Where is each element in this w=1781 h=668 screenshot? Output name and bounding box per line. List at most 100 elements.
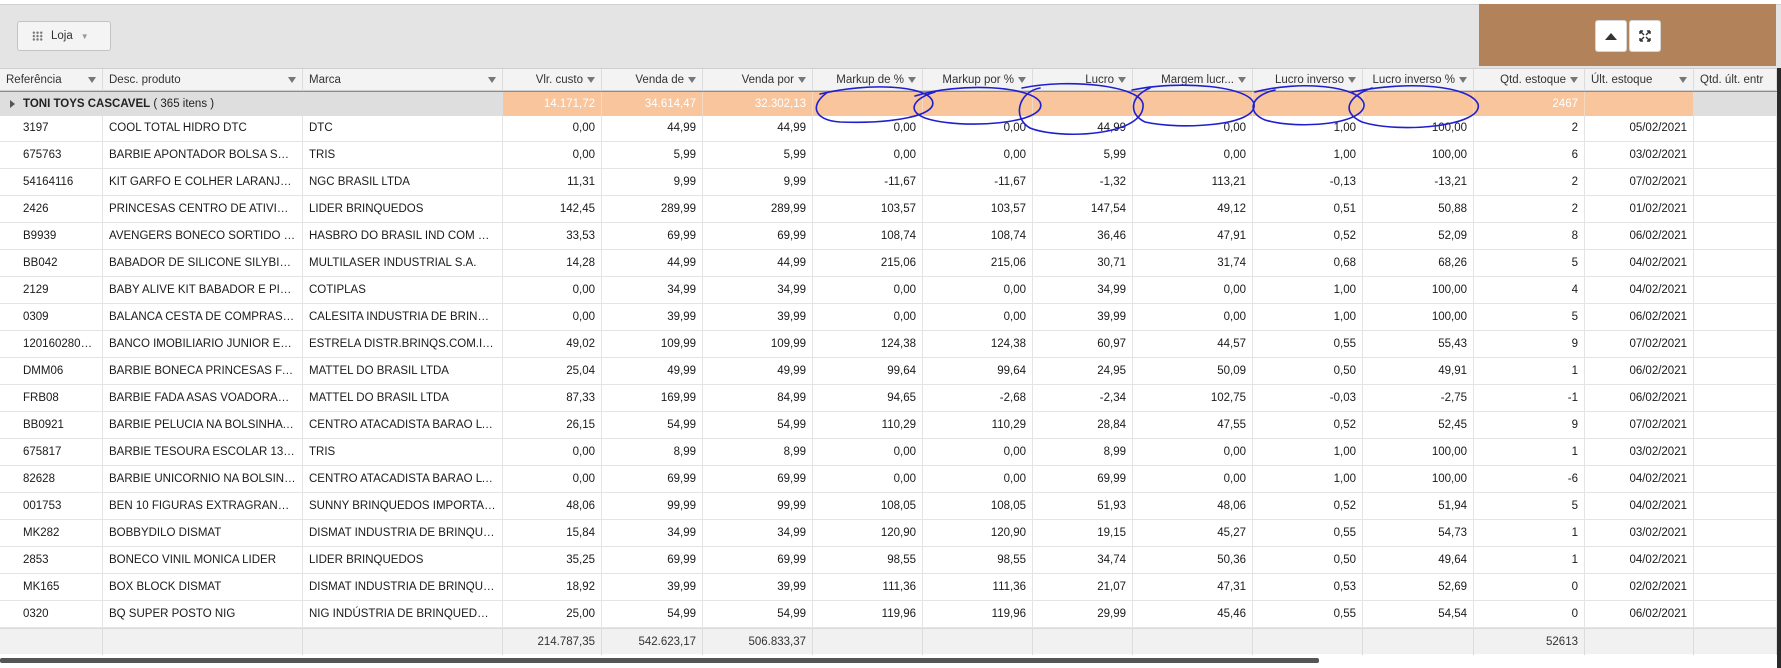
cell-desc: PRINCESAS CENTRO DE ATIVIDAD...	[103, 196, 303, 222]
column-header-ult[interactable]: Últ. estoque	[1585, 69, 1694, 91]
filter-icon[interactable]	[1459, 77, 1467, 83]
cell-ult: 01/02/2021	[1585, 196, 1694, 222]
cell-lucro: 30,71	[1033, 250, 1133, 276]
cell-lucro-inv-pct: 100,00	[1363, 115, 1474, 141]
table-row[interactable]: MK165 BOX BLOCK DISMAT DISMAT INDUSTRIA DE…	[0, 574, 1777, 601]
cell-lucro-inv-pct: -13,21	[1363, 169, 1474, 195]
expand-arrow-icon[interactable]	[10, 99, 15, 108]
table-row[interactable]: 1201602800... BANCO IMOBILIARIO JUNIOR ES…	[0, 331, 1777, 358]
table-row[interactable]: 675817 BARBIE TESOURA ESCOLAR 135 M... TRI…	[0, 439, 1777, 466]
cell-venda-por: 8,99	[703, 439, 813, 465]
table-row[interactable]: 675763 BARBIE APONTADOR BOLSA SUM... TRIS 0…	[0, 142, 1777, 169]
cell-qtd-ult	[1694, 115, 1777, 141]
table-row[interactable]: 2426 PRINCESAS CENTRO DE ATIVIDAD... LIDER…	[0, 196, 1777, 223]
column-header-qtd[interactable]: Qtd. estoque	[1474, 69, 1585, 91]
filter-icon[interactable]	[1238, 77, 1246, 83]
cell-desc: BARBIE APONTADOR BOLSA SUM...	[103, 142, 303, 168]
filter-icon[interactable]	[1679, 77, 1687, 83]
total-margem	[1133, 629, 1253, 655]
filter-icon[interactable]	[88, 77, 96, 83]
filter-icon[interactable]	[1348, 77, 1356, 83]
column-header-lucro-inv-pct[interactable]: Lucro inverso %	[1363, 69, 1474, 91]
table-row[interactable]: BB0921 BARBIE PELUCIA NA BOLSINHA BA... CE…	[0, 412, 1777, 439]
column-header-lucro-inv[interactable]: Lucro inverso	[1253, 69, 1363, 91]
filter-icon[interactable]	[798, 77, 806, 83]
cell-qtd: 9	[1474, 412, 1585, 438]
cell-desc: BARBIE TESOURA ESCOLAR 135 M...	[103, 439, 303, 465]
table-row[interactable]: 0309 BALANCA CESTA DE COMPRAS CA... CALESI…	[0, 304, 1777, 331]
filter-icon[interactable]	[1018, 77, 1026, 83]
cell-lucro-inv: -0,13	[1253, 169, 1363, 195]
cell-lucro: 5,99	[1033, 142, 1133, 168]
cell-ult: 06/02/2021	[1585, 358, 1694, 384]
cell-venda-por: 69,99	[703, 547, 813, 573]
cell-vlr-custo: 0,00	[503, 142, 602, 168]
cell-ref: 0320	[0, 601, 103, 627]
filter-icon[interactable]	[488, 77, 496, 83]
table-row[interactable]: B9939 AVENGERS BONECO SORTIDO HAS... HASBR…	[0, 223, 1777, 250]
table-row[interactable]: BB042 BABADOR DE SILICONE SILYBIB LE... MU…	[0, 250, 1777, 277]
cell-qtd: 6	[1474, 142, 1585, 168]
table-row[interactable]: 0320 BQ SUPER POSTO NIG NIG INDÚSTRIA DE B…	[0, 601, 1777, 628]
cell-lucro: 19,15	[1033, 520, 1133, 546]
table-row[interactable]: DMM06 BARBIE BONECA PRINCESAS FANT... MATT…	[0, 358, 1777, 385]
column-header-lucro[interactable]: Lucro	[1033, 69, 1133, 91]
filter-icon[interactable]	[688, 77, 696, 83]
column-header-label: Vlr. custo	[535, 74, 583, 86]
cell-venda-por: 44,99	[703, 115, 813, 141]
cell-qtd-ult	[1694, 601, 1777, 627]
table-row[interactable]: 2853 BONECO VINIL MONICA LIDER LIDER BRINQ…	[0, 547, 1777, 574]
cell-margem: 0,00	[1133, 304, 1253, 330]
filter-icon[interactable]	[1118, 77, 1126, 83]
cell-qtd-ult	[1694, 277, 1777, 303]
table-row[interactable]: MK282 BOBBYDILO DISMAT DISMAT INDUSTRIA DE…	[0, 520, 1777, 547]
totals-row: 214.787,35 542.623,17 506.833,37 52613	[0, 628, 1777, 655]
cell-venda-de: 8,99	[602, 439, 703, 465]
column-header-ref[interactable]: Referência	[0, 69, 103, 91]
group-row-toni-toys[interactable]: TONI TOYS CASCAVEL ( 365 itens ) 14.171,…	[0, 91, 1777, 116]
column-header-vlr-custo[interactable]: Vlr. custo	[503, 69, 602, 91]
cell-vlr-custo: 0,00	[503, 466, 602, 492]
cell-markup-de: 108,05	[813, 493, 923, 519]
table-row[interactable]: 2129 BABY ALIVE KIT BABADOR E PINIC... COT…	[0, 277, 1777, 304]
cell-qtd: 1	[1474, 520, 1585, 546]
column-header-markup-por[interactable]: Markup por %	[923, 69, 1033, 91]
cell-margem: 0,00	[1133, 466, 1253, 492]
filter-icon[interactable]	[288, 77, 296, 83]
cell-lucro-inv: 1,00	[1253, 304, 1363, 330]
table-row[interactable]: FRB08 BARBIE FADA ASAS VOADORAS M... MATTE…	[0, 385, 1777, 412]
group-by-loja-button[interactable]: Loja ▼	[17, 21, 111, 51]
cell-ref: 675763	[0, 142, 103, 168]
cell-ref: B9939	[0, 223, 103, 249]
cell-margem: 49,12	[1133, 196, 1253, 222]
filter-icon[interactable]	[908, 77, 916, 83]
expand-arrows-icon	[1639, 30, 1651, 42]
cell-marca: NIG INDÚSTRIA DE BRINQUEDOS E...	[303, 601, 503, 627]
table-row[interactable]: 82628 BARBIE UNICORNIO NA BOLSINHA... CENT…	[0, 466, 1777, 493]
column-header-desc[interactable]: Desc. produto	[103, 69, 303, 91]
cell-marca: TRIS	[303, 439, 503, 465]
table-row[interactable]: 54164116 KIT GARFO E COLHER LARANJA E ...…	[0, 169, 1777, 196]
table-row[interactable]: 3197 COOL TOTAL HIDRO DTC DTC 0,00 44,99 44,9…	[0, 115, 1777, 142]
cell-markup-de: 0,00	[813, 439, 923, 465]
vertical-scrollbar[interactable]	[1777, 68, 1781, 668]
cell-qtd-ult	[1694, 223, 1777, 249]
collapse-button[interactable]	[1595, 20, 1627, 52]
cell-lucro-inv: -0,03	[1253, 385, 1363, 411]
column-header-qtd-ult[interactable]: Qtd. últ. entr	[1694, 69, 1777, 91]
filter-icon[interactable]	[1570, 77, 1578, 83]
cell-vlr-custo: 87,33	[503, 385, 602, 411]
column-header-markup-de[interactable]: Markup de %	[813, 69, 923, 91]
fullscreen-button[interactable]	[1629, 20, 1661, 52]
table-row[interactable]: 001753 BEN 10 FIGURAS EXTRAGRANDES ... SUN…	[0, 493, 1777, 520]
total-ult	[1585, 629, 1694, 655]
column-header-marca[interactable]: Marca	[303, 69, 503, 91]
filter-icon[interactable]	[587, 77, 595, 83]
cell-lucro-inv-pct: 100,00	[1363, 142, 1474, 168]
horizontal-scrollbar[interactable]	[0, 658, 1319, 663]
column-header-venda-por[interactable]: Venda por	[703, 69, 813, 91]
cell-markup-por: 108,74	[923, 223, 1033, 249]
column-header-venda-de[interactable]: Venda de	[602, 69, 703, 91]
column-header-margem[interactable]: Margem lucr...	[1133, 69, 1253, 91]
cell-lucro: 29,99	[1033, 601, 1133, 627]
